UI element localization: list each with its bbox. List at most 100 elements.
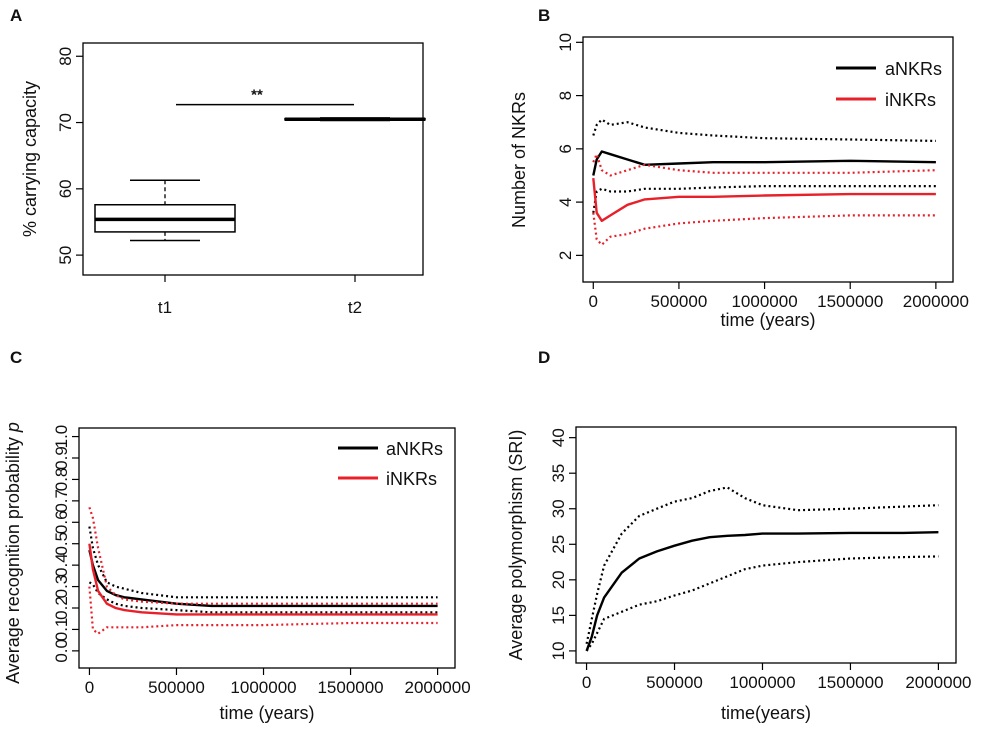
panel-d: D 10 15 20 25 30 35 40 0 500000 1000000 1500000 20… [506,348,972,723]
panel-c-marks [88,506,438,635]
panel-d-ytick-label: 40 [549,428,568,447]
panel-b-ytick-label: 2 [556,251,575,260]
panel-a-ylabel: % carrying capacity [20,81,40,237]
panel-d-ytick-label: 20 [549,570,568,589]
panel-a-ytick-label: 80 [56,47,75,66]
panel-a: A 50 60 70 80 t1 t2 ** % carrying capacity [10,6,426,317]
panel-b-ytick-label: 6 [556,144,575,153]
panel-c-series-ankrs-lower [88,581,438,614]
panel-c-xtick-label: 500000 [148,678,205,697]
panel-d-ytick-label: 10 [549,641,568,660]
panel-c-xtick-label: 0 [85,678,94,697]
panel-c-series-ankrs-mean [88,549,438,608]
panel-c-ytick-label: 0.2 [52,596,71,620]
panel-b: B 2 4 6 8 10 0 500000 1000000 1500000 2000000 aN… [509,6,969,330]
panel-c-ytick-label: 0.1 [52,618,71,642]
panel-b-xtick-label: 1000000 [731,292,797,311]
panel-b-marks [592,118,936,246]
panel-d-series-upper [585,486,939,645]
panel-d-series-mean [585,531,939,652]
panel-c-frame [78,427,456,669]
panel-d-marks [585,486,939,652]
panel-c-legend: aNKRs iNKRs [338,439,443,489]
panel-c: C 0.00.10.20.30.40.50.60.70.80.91.0 0 500… [3,348,471,723]
panel-b-series-inkrs-mean [592,177,936,223]
panel-b-frame [582,36,954,283]
panel-b-x-axis: 0 500000 1000000 1500000 2000000 [589,282,969,311]
panel-a-letter: A [10,6,22,25]
panel-d-xtick-label: 500000 [646,673,703,692]
panel-c-ytick-label: 0.6 [52,510,71,534]
panel-b-letter: B [538,6,550,25]
panel-b-xtick-label: 2000000 [903,292,969,311]
panel-c-ytick-label: 0.0 [52,639,71,663]
panel-b-series-inkrs-upper [592,153,936,177]
panel-b-legend: aNKRs iNKRs [836,59,942,110]
panel-a-xtick-label: t1 [158,298,172,317]
panel-c-legend-label-inkrs: iNKRs [386,469,437,489]
panel-b-series-ankrs-lower [592,185,936,213]
panel-b-xlabel: time (years) [720,310,815,330]
panel-b-ytick-label: 4 [556,197,575,206]
panel-c-letter: C [10,348,22,367]
panel-d-ytick-label: 35 [549,464,568,483]
panel-c-ytick-label: 0.3 [52,575,71,599]
panel-c-ytick-label: 0.5 [52,532,71,556]
panel-c-ylabel: Average recognition probability p [3,422,23,684]
panel-d-ytick-label: 25 [549,535,568,554]
panel-d-xtick-label: 0 [582,673,591,692]
panel-b-legend-label-inkrs: iNKRs [885,90,936,110]
panel-c-series-inkrs-lower [88,586,438,635]
panel-b-xtick-label: 500000 [651,292,708,311]
panel-d-xtick-label: 1500000 [817,673,883,692]
panel-b-ytick-label: 10 [556,33,575,52]
panel-c-series-inkrs-upper [88,506,438,605]
panel-c-ylabel-italic: p [3,422,23,433]
panel-c-series-inkrs-mean [88,543,438,616]
panel-d-xtick-label: 1000000 [729,673,795,692]
panel-a-marks: ** [94,87,426,242]
panel-b-series-inkrs-lower [592,212,936,246]
panel-b-ylabel: Number of NKRs [509,92,529,228]
panel-d-series-lower [585,555,939,652]
panel-c-x-axis: 0 500000 1000000 1500000 2000000 [85,668,471,697]
panel-b-series-ankrs-upper [592,118,936,142]
panel-a-ytick-label: 50 [56,246,75,265]
panel-b-xtick-label: 1500000 [817,292,883,311]
panel-a-x-axis: t1 t2 [158,275,362,317]
panel-c-xlabel: time (years) [219,703,314,723]
panel-c-ytick-label: 0.9 [52,446,71,470]
panel-c-ytick-label: 0.8 [52,468,71,492]
panel-d-ytick-label: 30 [549,499,568,518]
panel-c-series-ankrs-upper [88,526,438,599]
panel-a-y-axis: 50 60 70 80 [56,47,83,265]
panel-d-ytick-label: 15 [549,606,568,625]
panel-d-letter: D [538,348,550,367]
panel-a-ytick-label: 70 [56,113,75,132]
panel-c-legend-label-anks: aNKRs [386,439,443,459]
panel-d-ylabel: Average polymorphism (SRI) [506,430,526,661]
panel-d-x-axis: 0 500000 1000000 1500000 2000000 [582,663,972,692]
panel-b-y-axis: 2 4 6 8 10 [556,33,583,260]
panel-c-xtick-label: 1000000 [230,678,296,697]
panel-a-frame [82,42,424,276]
panel-d-y-axis: 10 15 20 25 30 35 40 [549,428,576,660]
panel-d-xlabel: time(years) [721,703,811,723]
panel-a-xtick-label: t2 [348,298,362,317]
panel-b-xtick-label: 0 [589,292,598,311]
panel-c-y-axis: 0.00.10.20.30.40.50.60.70.80.91.0 [52,425,79,663]
panel-c-ytick-label: 1.0 [52,425,71,449]
panel-c-ytick-label: 0.4 [52,553,71,577]
panel-a-significance-label: ** [251,87,263,104]
panel-b-ytick-label: 8 [556,91,575,100]
panel-d-xtick-label: 2000000 [905,673,971,692]
panel-a-ytick-label: 60 [56,179,75,198]
panel-c-ylabel-main: Average recognition probability [3,437,23,684]
panel-b-legend-label-anks: aNKRs [885,59,942,79]
panel-c-xtick-label: 1500000 [317,678,383,697]
panel-c-ytick-label: 0.7 [52,489,71,513]
panel-d-frame [575,426,957,664]
panel-c-xtick-label: 2000000 [404,678,470,697]
